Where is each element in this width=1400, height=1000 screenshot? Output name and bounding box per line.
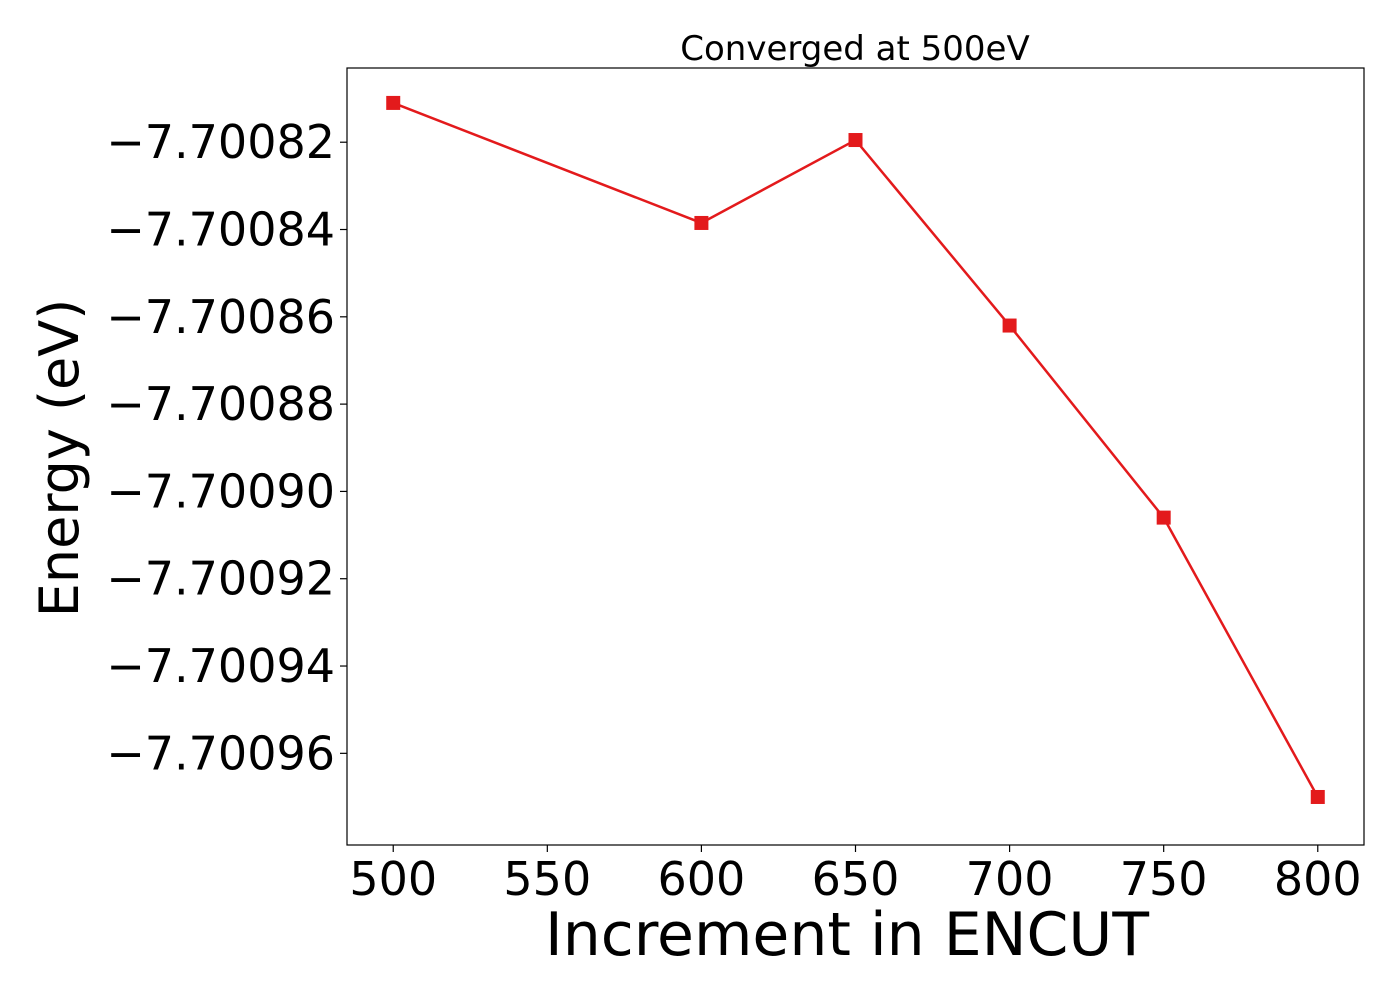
data-point-marker	[848, 133, 863, 148]
x-tick-label: 600	[658, 852, 746, 906]
data-point-marker	[1156, 510, 1171, 525]
y-tick-label: −7.70086	[106, 290, 335, 344]
x-tick-label: 650	[812, 852, 900, 906]
data-point-marker	[386, 95, 401, 110]
y-tick-label: −7.70094	[106, 639, 335, 693]
data-point-marker	[1002, 318, 1017, 333]
series-line	[392, 101, 1319, 798]
x-tick-label: 550	[503, 852, 591, 906]
chart-title: Converged at 500eV	[680, 29, 1029, 69]
y-axis-ticks: −7.70082 −7.70084 −7.70086 −7.70088 −7.70090…	[106, 115, 347, 780]
x-tick-label: 750	[1120, 852, 1208, 906]
series-layer	[386, 95, 1325, 804]
y-tick-label: −7.70090	[106, 464, 335, 518]
plot-area-frame	[346, 67, 1365, 846]
x-axis-ticks: 500 550 600 650 700 750 800	[349, 845, 1362, 906]
y-axis-label: Energy (eV)	[28, 299, 91, 618]
y-tick-label: −7.70088	[106, 377, 335, 431]
y-tick-label: −7.70092	[106, 552, 335, 606]
data-point-marker	[694, 215, 709, 230]
x-tick-label: 800	[1274, 852, 1362, 906]
y-tick-label: −7.70082	[106, 115, 335, 169]
x-axis-label: Increment in ENCUT	[545, 900, 1149, 970]
data-point-marker	[1310, 789, 1325, 804]
x-tick-label: 700	[966, 852, 1054, 906]
y-tick-label: −7.70084	[106, 203, 335, 257]
y-tick-label: −7.70096	[106, 726, 335, 780]
x-tick-label: 500	[349, 852, 437, 906]
